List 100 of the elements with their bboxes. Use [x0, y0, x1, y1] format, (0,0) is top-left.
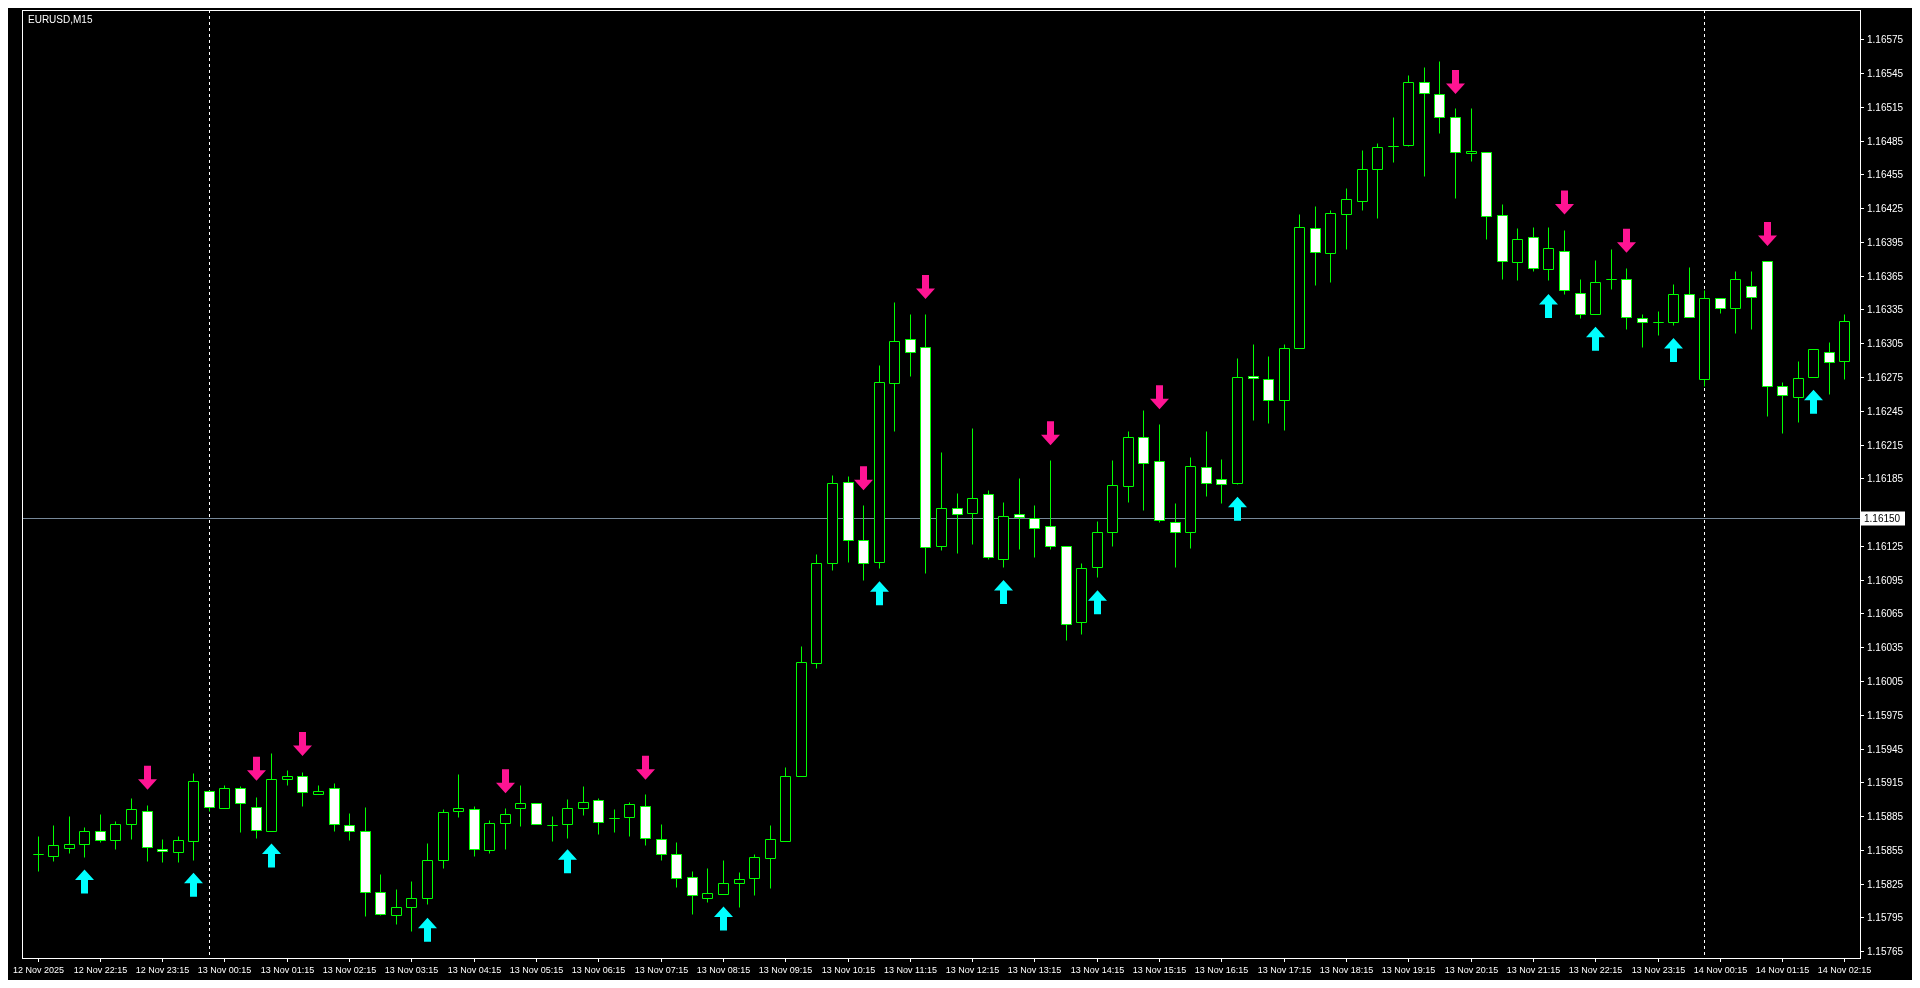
- candlestick: [1138, 410, 1149, 511]
- y-tick-label: 1.15765: [1867, 946, 1904, 957]
- candlestick: [578, 786, 589, 816]
- x-tick-label: 13 Nov 09:15: [758, 965, 813, 975]
- candlestick: [1045, 460, 1056, 550]
- candlestick: [1699, 290, 1710, 387]
- candlestick: [1154, 424, 1165, 523]
- candlestick: [1014, 478, 1025, 550]
- candlestick: [64, 816, 75, 854]
- candlestick: [905, 314, 916, 377]
- candlestick: [406, 881, 417, 932]
- x-tick-label: 13 Nov 12:15: [945, 965, 1000, 975]
- candlestick: [1357, 150, 1368, 211]
- candlestick: [438, 809, 449, 869]
- chart-title: EURUSD,M15: [28, 14, 93, 25]
- point: [1041, 421, 1060, 446]
- point: [138, 765, 157, 790]
- candlestick: [780, 767, 791, 842]
- y-tick-label: 1.16035: [1867, 642, 1904, 653]
- candlestick: [734, 872, 745, 908]
- x-tick-label: 14 Nov 02:15: [1817, 965, 1872, 975]
- candlestick: [1590, 260, 1601, 315]
- point: [636, 755, 655, 780]
- candlestick: [1107, 460, 1118, 547]
- x-tick-label: 13 Nov 04:15: [447, 965, 502, 975]
- candlestick: [1808, 349, 1819, 378]
- point: [870, 581, 889, 606]
- x-tick-label: 13 Nov 06:15: [571, 965, 626, 975]
- candlestick: [1341, 188, 1352, 250]
- point: [1539, 294, 1558, 319]
- candlestick: [858, 505, 869, 581]
- candlestick: [998, 502, 1009, 568]
- candlestick: [1621, 268, 1632, 330]
- candlestick: [1029, 505, 1040, 558]
- x-tick-label: 13 Nov 03:15: [384, 965, 439, 975]
- candlestick: [1123, 431, 1134, 503]
- candlestick: [967, 428, 978, 545]
- x-tick-label: 12 Nov 2025: [12, 965, 65, 975]
- candlestick: [1730, 271, 1741, 334]
- candlestick: [1793, 361, 1804, 423]
- candlestick: [95, 814, 106, 843]
- x-tick-label: 13 Nov 20:15: [1444, 965, 1499, 975]
- candlestick: [1466, 108, 1477, 162]
- y-tick-label: 1.16095: [1867, 575, 1904, 586]
- x-tick-label: 13 Nov 13:15: [1007, 965, 1062, 975]
- candlestick: [110, 821, 121, 850]
- candlestick: [765, 825, 776, 889]
- candlestick: [920, 314, 931, 574]
- candlestick: [1543, 227, 1554, 281]
- point: [1555, 190, 1574, 215]
- point: [1446, 70, 1465, 95]
- y-tick-label: 1.16515: [1867, 102, 1904, 113]
- candlestick: [889, 302, 900, 432]
- y-tick-label: 1.15885: [1867, 811, 1904, 822]
- point: [184, 872, 203, 897]
- candlestick: [391, 889, 402, 925]
- point: [496, 769, 515, 794]
- candlestick: [531, 803, 542, 825]
- candlestick: [1076, 563, 1087, 635]
- candlestick: [282, 770, 293, 786]
- point: [1664, 338, 1683, 363]
- candlestick: [702, 868, 713, 903]
- y-tick-label: 1.16275: [1867, 372, 1904, 383]
- x-tick-label: 14 Nov 00:15: [1693, 965, 1748, 975]
- candlestick: [1201, 431, 1212, 497]
- point: [994, 580, 1013, 605]
- candlestick: [874, 365, 885, 569]
- y-tick-label: 1.16065: [1867, 608, 1904, 619]
- candlestick: [1403, 75, 1414, 147]
- x-tick-label: 13 Nov 10:15: [821, 965, 876, 975]
- candlestick: [344, 813, 355, 841]
- candlestick: [1450, 108, 1461, 199]
- x-tick-label: 13 Nov 01:15: [260, 965, 315, 975]
- candlestick: [515, 785, 526, 827]
- candlestick: [593, 798, 604, 835]
- candlestick: [609, 809, 620, 833]
- y-tick-label: 1.16545: [1867, 68, 1904, 79]
- candlestick: [1762, 261, 1773, 417]
- candlestick: [173, 836, 184, 863]
- candlestick: [1279, 344, 1290, 431]
- x-tick-label: 13 Nov 08:15: [696, 965, 751, 975]
- candlestick: [1637, 314, 1648, 348]
- candlestick: [827, 475, 838, 571]
- candlestick: [360, 807, 371, 917]
- point: [1758, 222, 1777, 247]
- y-tick-label: 1.16005: [1867, 676, 1904, 687]
- point: [262, 843, 281, 868]
- y-tick-label: 1.16185: [1867, 473, 1904, 484]
- candlestick: [624, 802, 635, 837]
- x-tick-label: 13 Nov 23:15: [1631, 965, 1686, 975]
- x-tick-label: 14 Nov 01:15: [1755, 965, 1810, 975]
- y-tick-label: 1.15975: [1867, 710, 1904, 721]
- candlestick: [1170, 503, 1181, 568]
- candlestick: [1528, 227, 1539, 272]
- candlestick: [313, 785, 324, 795]
- x-tick-label: 13 Nov 15:15: [1132, 965, 1187, 975]
- point: [1088, 590, 1107, 615]
- x-tick-label: 13 Nov 14:15: [1070, 965, 1125, 975]
- point: [1586, 326, 1605, 351]
- candlestick: [562, 799, 573, 839]
